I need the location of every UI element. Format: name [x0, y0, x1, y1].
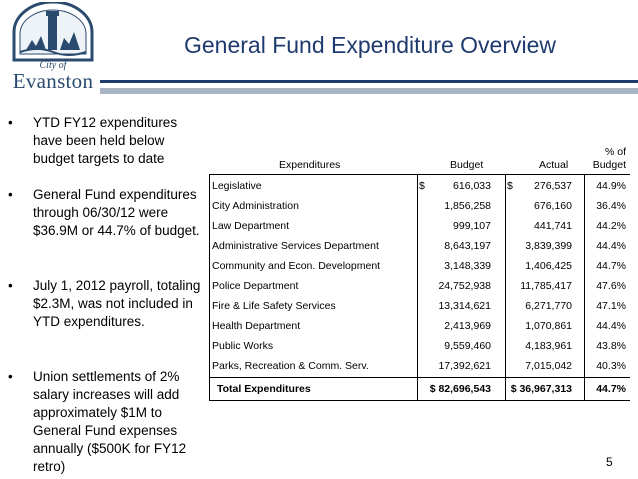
title-rule-grey [100, 88, 638, 94]
row-pct: 44.9% [596, 180, 626, 192]
table-row: Health Department 2,413,969 1,070,861 44.4% [209, 316, 630, 336]
header-actual: Actual [539, 159, 569, 171]
budget-col-divider [417, 174, 418, 401]
row-pct: 44.2% [596, 220, 626, 232]
row-actual: 276,537 [534, 180, 572, 192]
table-row: City Administration 1,856,258 676,160 36.4% [209, 196, 630, 216]
row-budget: 616,033 [453, 180, 491, 192]
row-budget: 9,559,460 [444, 340, 491, 352]
row-budget: 24,752,938 [438, 280, 491, 292]
table-row: Legislative 616,033 276,537 44.9% $ $ [209, 176, 630, 196]
row-pct: 36.4% [596, 200, 626, 212]
total-pct: 44.7% [596, 383, 626, 395]
bullet-text: General Fund expenditures through 06/30/… [33, 187, 200, 238]
row-pct: 43.8% [596, 340, 626, 352]
row-actual: 1,406,425 [525, 260, 572, 272]
row-budget: 2,413,969 [444, 320, 491, 332]
table-row: Administrative Services Department 8,643,… [209, 236, 630, 256]
row-actual: 11,785,417 [520, 280, 572, 292]
total-actual: $ 36,967,313 [510, 383, 572, 395]
bullet-dot: • [8, 369, 13, 384]
header-budget: Budget [450, 159, 484, 171]
title-rule-blue [100, 80, 638, 83]
row-name: Legislative [212, 180, 262, 192]
table-row: Parks, Recreation & Comm. Serv. 17,392,62… [209, 356, 630, 376]
row-actual: 441,741 [534, 220, 572, 232]
row-budget: 1,856,258 [444, 200, 491, 212]
total-bottom-rule [209, 400, 630, 401]
bullet-text: July 1, 2012 payroll, totaling $2.3M, wa… [33, 278, 201, 329]
total-top-rule [209, 377, 630, 378]
row-name: Public Works [212, 340, 274, 352]
evanston-seal-icon [12, 2, 94, 62]
bullet-text: Union settlements of 2% salary increases… [33, 369, 187, 474]
row-pct: 40.3% [596, 360, 626, 372]
row-pct: 44.7% [596, 260, 626, 272]
row-name: City Administration [212, 200, 299, 212]
table-row: Fire & Life Safety Services 13,314,621 6,2… [209, 296, 630, 316]
logo-city-of-text: City of [39, 60, 67, 71]
bullet-dot: • [8, 187, 13, 202]
total-row: Total Expenditures $ 82,696,543 $ 36,967… [209, 379, 630, 399]
row-name: Community and Econ. Development [212, 260, 381, 272]
row-name: Fire & Life Safety Services [212, 300, 336, 312]
logo-city-name: Evanston [12, 69, 94, 93]
row-actual: 4,183,961 [525, 340, 572, 352]
row-budget: 3,148,339 [444, 260, 491, 272]
bullet-dot: • [8, 278, 13, 293]
total-label: Total Expenditures [217, 383, 311, 395]
table-row: Public Works 9,559,460 4,183,961 43.8% [209, 336, 630, 356]
row-actual: 6,271,770 [525, 300, 572, 312]
row-budget: 999,107 [453, 220, 491, 232]
row-budget: 17,392,621 [438, 360, 491, 372]
table-row: Law Department 999,107 441,741 44.2% [209, 216, 630, 236]
bullet-text: YTD FY12 expenditures have been held bel… [33, 115, 178, 166]
actual-col-divider [505, 174, 506, 401]
row-name: Law Department [212, 220, 290, 232]
header-divider [209, 174, 630, 175]
row-actual-currency: $ [507, 180, 513, 192]
row-name: Administrative Services Department [212, 240, 379, 252]
row-name: Police Department [212, 280, 299, 292]
row-pct: 44.4% [596, 240, 626, 252]
row-budget: 13,314,621 [438, 300, 491, 312]
row-actual: 3,839,399 [525, 240, 572, 252]
row-pct: 47.6% [596, 280, 626, 292]
slide-title: General Fund Expenditure Overview [183, 32, 557, 58]
row-actual: 1,070,861 [525, 320, 572, 332]
row-name: Parks, Recreation & Comm. Serv. [212, 360, 369, 372]
city-logo: City of Evanston [8, 2, 98, 94]
header-pct-line1: % of [604, 146, 626, 158]
row-actual: 676,160 [534, 200, 572, 212]
page-number: 5 [606, 455, 613, 469]
total-budget: $ 82,696,543 [429, 383, 491, 395]
row-budget: 8,643,197 [444, 240, 491, 252]
row-pct: 44.4% [596, 320, 626, 332]
row-name: Health Department [212, 320, 301, 332]
bullet-dot: • [8, 115, 13, 130]
pct-col-divider [584, 174, 585, 401]
row-actual: 7,015,042 [525, 360, 572, 372]
table-left-border [209, 174, 210, 401]
row-budget-currency: $ [419, 180, 425, 192]
table-row: Police Department 24,752,938 11,785,417 47.… [209, 276, 630, 296]
row-pct: 47.1% [596, 300, 626, 312]
table-header: Expenditures Budget Actual % of Budget [209, 137, 630, 173]
header-pct-line2: Budget [592, 159, 626, 171]
table-row: Community and Econ. Development 3,148,339… [209, 256, 630, 276]
header-expenditures: Expenditures [279, 159, 341, 171]
